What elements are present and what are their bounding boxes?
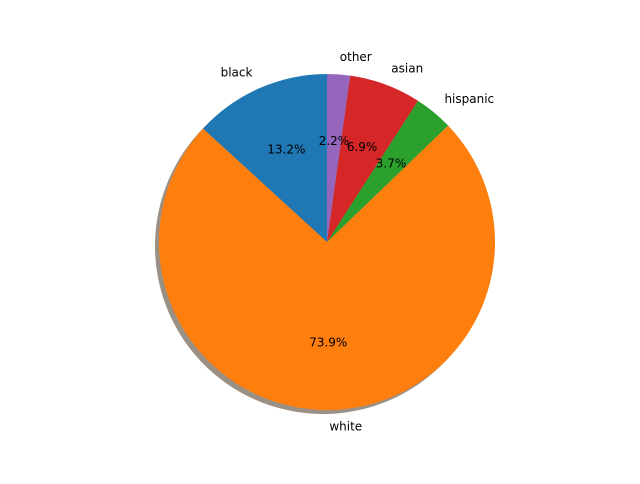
- slice-label-hispanic: hispanic: [444, 92, 494, 106]
- pie-labels-layer: black 13.2% white 73.9% hispanic 3.7% asian 6.9…: [221, 50, 495, 433]
- slice-pct-label-white: 73.9%: [309, 335, 347, 349]
- slice-label-other: other: [340, 50, 372, 64]
- pie-slice-white: [159, 125, 496, 410]
- slice-label-black: black: [221, 65, 253, 79]
- slice-label-asian: asian: [391, 61, 423, 75]
- pie-slice-hispanic: [327, 100, 449, 243]
- slice-pct-label-asian: 6.9%: [347, 140, 378, 154]
- pie-slice-asian: [327, 75, 418, 242]
- pie-slices-layer: [159, 74, 496, 410]
- slice-pct-label-other: 2.2%: [319, 134, 350, 148]
- pie-slice-black: [203, 74, 327, 242]
- pie-slice-other: [327, 74, 351, 242]
- slice-pct-label-hispanic: 3.7%: [376, 157, 407, 171]
- slice-pct-label-black: 13.2%: [267, 142, 305, 156]
- slice-label-white: white: [329, 419, 362, 433]
